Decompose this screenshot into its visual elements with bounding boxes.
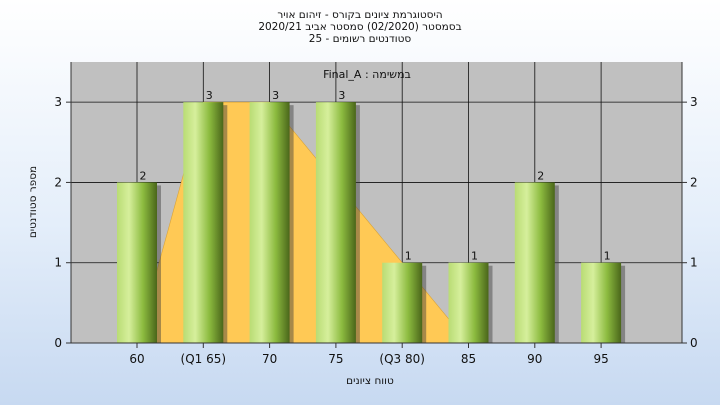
bar [514,182,555,343]
x-tick-label: 95 [593,352,608,366]
bar-value-label: 1 [405,250,412,263]
y-tick-label: 1 [54,256,62,270]
y-tick-label: 0 [54,336,62,350]
y-tick-label-right: 2 [690,175,698,189]
bar [249,102,290,344]
chart-subtitle: במשימה : Final_A [323,68,411,81]
y-axis-label: מספר סטודנטים [27,166,39,238]
x-tick-label: 75 [328,352,343,366]
y-tick-label: 3 [54,95,62,109]
x-tick-label: 85 [461,352,476,366]
bar-value-label: 1 [604,250,611,263]
x-tick-label: 90 [527,352,542,366]
chart-title-line-1: היסטוגרמת ציונים בקורס - זיהום אויר [277,9,443,21]
chart-title-line-3: סטודנטים רשומים - 25 [308,33,412,45]
bar-value-label: 3 [206,89,213,102]
bar-value-label: 1 [471,250,478,263]
y-tick-label-right: 0 [690,336,698,350]
bar-value-label: 2 [537,169,544,182]
bar-value-label: 2 [140,169,147,182]
y-tick-label: 2 [54,175,62,189]
y-tick-label-right: 1 [690,256,698,270]
chart-title: היסטוגרמת ציונים בקורס - זיהום אויר בסמס… [0,9,720,45]
bar-value-label: 3 [272,89,279,102]
x-tick-label: 70 [262,352,277,366]
bar-value-label: 3 [338,89,345,102]
bar [117,182,157,343]
x-axis-label: טווח ציונים [346,375,394,387]
bar [315,102,356,344]
x-tick-label: 60 [129,352,144,366]
x-tick-label: (Q1 65) [181,352,227,366]
bar [581,262,622,343]
x-tick-label: (Q3 80) [379,352,425,366]
bar [183,102,224,344]
y-tick-label-right: 3 [690,95,698,109]
bar [448,262,489,343]
bar [382,262,423,343]
chart-title-line-2: בסמסטר (02/2020) סמסטר אביב 2020/21 [258,21,462,33]
